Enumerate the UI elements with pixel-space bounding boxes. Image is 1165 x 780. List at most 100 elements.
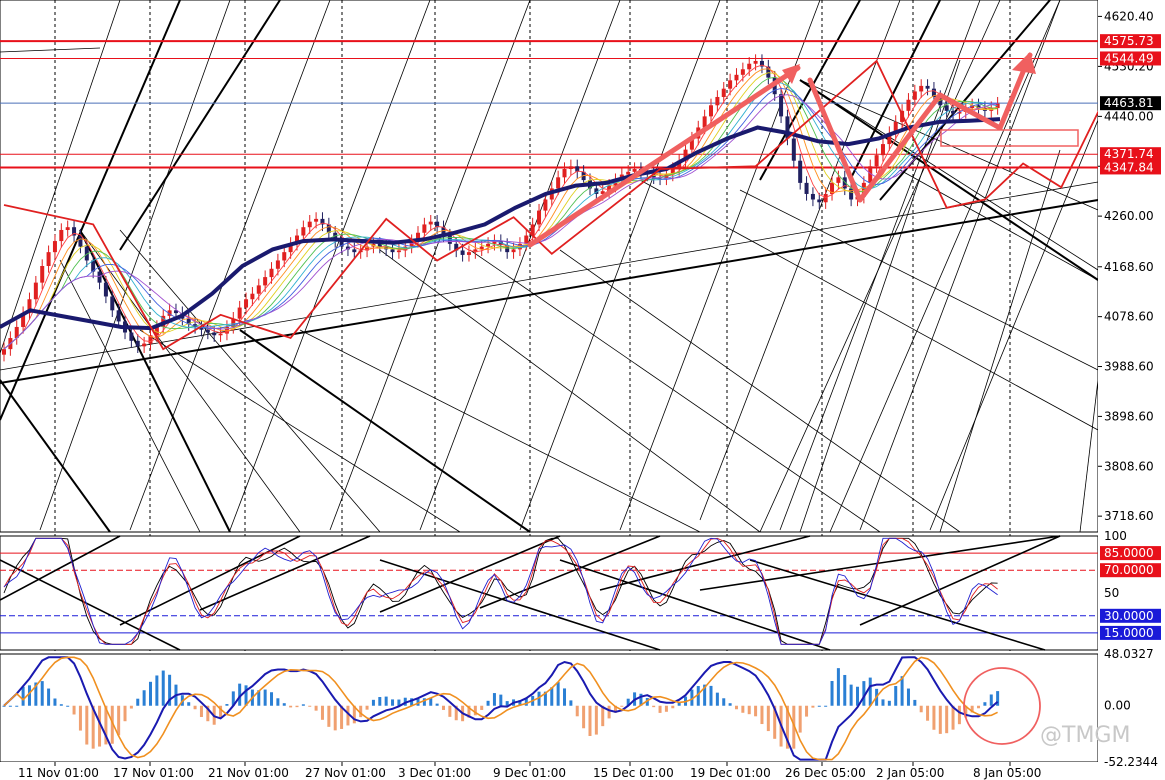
fan-line-down	[119, 229, 381, 533]
fan-line	[129, 0, 331, 531]
candle-body	[874, 155, 879, 167]
analysis-arrow-shaft	[937, 92, 1003, 131]
zigzag-line	[3, 59, 1165, 351]
rsi-channel-line	[699, 535, 1061, 591]
macd-histogram-bar	[843, 674, 847, 706]
rsi-level-tag-bg	[1100, 625, 1161, 640]
macd-histogram-bar	[690, 689, 694, 706]
macd-histogram-bar	[862, 681, 866, 706]
candle-body	[486, 243, 491, 247]
trendline-thin	[0, 181, 1099, 371]
macd-histogram-bar	[276, 698, 280, 706]
fan-line	[229, 0, 431, 531]
fan-line-steep-neg	[759, 0, 1001, 533]
candle-body	[212, 332, 217, 336]
fan-line	[859, 0, 1061, 531]
macd-histogram-bar	[2, 705, 6, 707]
macd-histogram-bar	[613, 705, 617, 713]
rsi-channel-line	[379, 559, 661, 651]
fan-line-thick	[0, 0, 181, 421]
candle-body	[747, 63, 752, 70]
candle-body	[804, 182, 809, 194]
candle-body	[715, 96, 720, 106]
candle-body	[307, 221, 312, 228]
macd-histogram-bar	[824, 705, 828, 707]
candle-body	[396, 250, 401, 253]
macd-histogram-bar	[257, 690, 261, 706]
candle-body	[925, 85, 930, 89]
macd-histogram-bar	[346, 705, 350, 726]
macd-histogram-bar	[47, 688, 51, 706]
macd-histogram-bar	[906, 688, 910, 706]
time-tick-label: 17 Nov 01:00	[113, 766, 194, 780]
macd-histogram-bar	[117, 705, 121, 736]
fan-line-down	[639, 179, 1099, 431]
price-level-tag: 4347.84	[1104, 160, 1154, 174]
candle-body	[798, 160, 803, 183]
macd-histogram-bar	[785, 705, 789, 749]
macd-histogram-bar	[238, 683, 242, 706]
candle-body	[670, 169, 675, 175]
fan-line-down	[559, 249, 961, 533]
fan-line	[929, 119, 1099, 531]
candle-body	[2, 349, 6, 355]
candle-body	[40, 266, 45, 283]
macd-histogram-bar	[766, 705, 770, 732]
candle-body	[785, 116, 790, 139]
candle-body	[129, 332, 134, 341]
macd-histogram-bar	[282, 703, 286, 706]
candle-body	[919, 85, 924, 92]
macd-histogram-bar	[524, 698, 528, 706]
price-level-tag: 4544.49	[1104, 51, 1154, 65]
candle-body	[683, 149, 688, 161]
candle-body	[301, 227, 306, 236]
candle-body	[205, 329, 210, 333]
candle-body	[422, 224, 427, 233]
candle-body	[167, 310, 172, 316]
macd-histogram-bar	[340, 705, 344, 729]
price-level-tag-bg	[1100, 147, 1161, 162]
candle-body	[562, 169, 567, 178]
macd-histogram-bar	[926, 705, 930, 721]
candle-body	[59, 229, 64, 242]
rsi-channel-line	[479, 535, 661, 609]
fan-line-down	[59, 259, 201, 533]
rsi-level-tag: 15.0000	[1104, 626, 1154, 640]
rsi-tick-label: 100	[1104, 529, 1127, 543]
target-box	[940, 129, 1079, 147]
candle-body	[110, 296, 115, 311]
fan-line	[699, 0, 901, 521]
trendline-top	[0, 47, 101, 53]
macd-histogram-bar	[289, 705, 293, 708]
candle-body	[530, 224, 535, 236]
macd-histogram-bar	[811, 705, 815, 708]
macd-histogram-bar	[760, 705, 764, 725]
macd-histogram-bar	[639, 693, 643, 706]
rsi-channel-line	[379, 535, 561, 613]
macd-histogram-bar	[320, 705, 324, 720]
candle-body	[314, 218, 319, 222]
macd-histogram-bar	[467, 705, 471, 718]
candle-body	[441, 227, 446, 236]
candle-body	[492, 241, 497, 244]
macd-histogram-bar	[40, 681, 44, 706]
watermark: @TMGM	[1040, 723, 1130, 748]
rsi-channel-line	[0, 559, 181, 651]
analysis-arrow-head	[782, 64, 800, 84]
macd-histogram-bar	[741, 705, 745, 713]
candle-body	[906, 99, 911, 111]
candle-body	[938, 96, 943, 106]
candle-body	[817, 199, 822, 203]
candle-body	[575, 166, 580, 172]
fan-line	[419, 0, 621, 531]
candle-body	[842, 177, 847, 189]
candle-body	[275, 260, 280, 269]
trendline-thick	[0, 199, 1099, 384]
fan-line-down	[379, 249, 761, 533]
candle-body	[263, 277, 268, 286]
analysis-arrow-shaft	[527, 65, 801, 248]
macd-histogram-bar	[155, 675, 159, 706]
macd-histogram-bar	[607, 705, 611, 719]
fan-line	[0, 0, 121, 355]
candle-body	[734, 74, 739, 81]
